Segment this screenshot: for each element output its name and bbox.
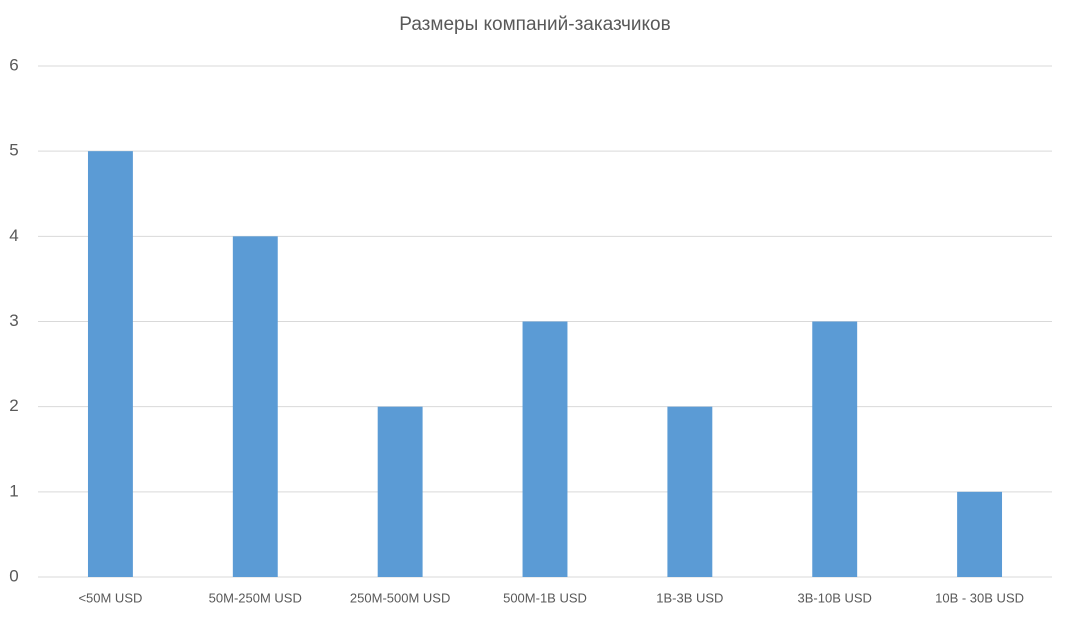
- x-tick-label: 50M-250M USD: [209, 590, 302, 605]
- y-tick-label: 4: [9, 226, 18, 245]
- x-tick-label: 250M-500M USD: [350, 590, 450, 605]
- y-tick-label: 6: [9, 55, 18, 74]
- chart-title: Размеры компаний-заказчиков: [399, 14, 670, 35]
- y-tick-label: 3: [9, 311, 18, 330]
- bar: [522, 321, 568, 577]
- x-tick-label: 3B-10B USD: [798, 590, 872, 605]
- x-tick-label: 1B-3B USD: [656, 590, 723, 605]
- bar: [87, 151, 133, 577]
- y-tick-label: 1: [9, 481, 18, 500]
- bar: [812, 321, 858, 577]
- x-tick-label: 10B - 30B USD: [935, 590, 1024, 605]
- y-tick-label: 0: [9, 566, 18, 585]
- bar: [667, 406, 713, 577]
- y-tick-label: 2: [9, 396, 18, 415]
- y-tick-label: 5: [9, 141, 18, 160]
- bar: [232, 236, 278, 578]
- bar: [957, 491, 1003, 577]
- x-tick-label: <50M USD: [78, 590, 142, 605]
- bar: [377, 406, 423, 577]
- x-tick-label: 500M-1B USD: [503, 590, 587, 605]
